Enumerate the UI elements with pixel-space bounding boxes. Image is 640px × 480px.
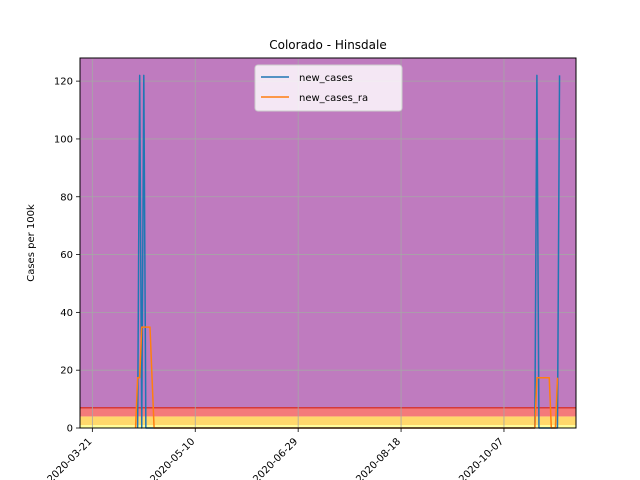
- x-axis: 2020-03-21 2020-05-10 2020-06-29 2020-08-18…: [46, 428, 506, 480]
- chart-title: Colorado - Hinsdale: [269, 38, 387, 52]
- legend-box: [254, 64, 403, 112]
- risk-band-2: [80, 407, 576, 417]
- risk-band-1: [80, 416, 576, 426]
- risk-band-3: [80, 58, 576, 408]
- x-tick-label: 2020-06-29: [251, 436, 300, 480]
- y-tick-label: 100: [54, 134, 73, 145]
- x-tick-label: 2020-05-10: [148, 436, 197, 480]
- legend-label-new-cases-ra: new_cases_ra: [299, 93, 368, 104]
- y-tick-label: 0: [67, 424, 73, 435]
- y-axis: 0 20 40 60 80 100 120: [54, 77, 80, 435]
- y-tick-label: 120: [54, 77, 73, 88]
- x-tick-label: 2020-08-18: [354, 436, 403, 480]
- legend-label-new-cases: new_cases: [299, 73, 353, 84]
- y-axis-label: Cases per 100k: [26, 204, 37, 282]
- bands-layer: [80, 58, 576, 428]
- y-tick-label: 80: [60, 192, 73, 203]
- risk-band-0: [80, 425, 576, 428]
- x-tick-label: 2020-10-07: [457, 436, 506, 480]
- legend: new_cases new_cases_ra: [254, 64, 403, 112]
- plot-frame: [79, 57, 577, 429]
- y-tick-label: 60: [60, 250, 73, 261]
- y-tick-label: 20: [60, 366, 73, 377]
- x-tick-label: 2020-03-21: [46, 436, 95, 480]
- y-tick-label: 40: [60, 308, 73, 319]
